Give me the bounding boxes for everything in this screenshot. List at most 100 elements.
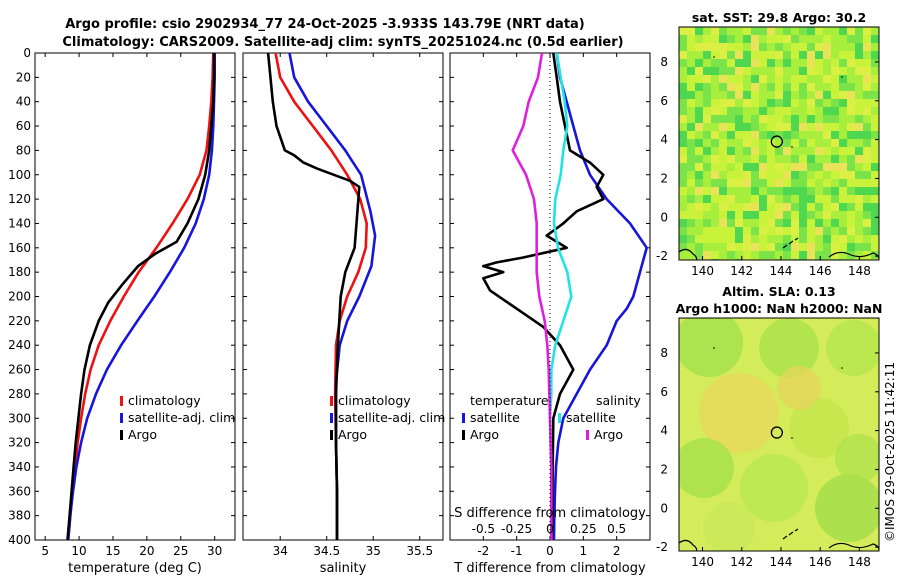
sst-cell (815, 91, 823, 99)
sst-cell (759, 43, 767, 51)
sst-cell (687, 59, 695, 67)
sst-cell (783, 99, 791, 107)
sst-cell (751, 163, 759, 171)
sst-cell (823, 67, 831, 75)
island (713, 56, 715, 58)
sst-cell (815, 115, 823, 123)
s-tick-label: -0.25 (501, 522, 532, 536)
sst-cell (703, 75, 711, 83)
sst-cell (799, 235, 807, 243)
sst-cell (775, 123, 783, 131)
x-axis-label: salinity (320, 561, 367, 576)
x-tick-label: 142 (730, 555, 753, 569)
sst-cell (823, 27, 831, 35)
sst-cell (783, 115, 791, 123)
y-tick-label: 300 (8, 411, 31, 425)
sst-cell (759, 251, 767, 259)
sst-cell (735, 139, 743, 147)
sst-cell (751, 131, 759, 139)
sst-cell (767, 179, 775, 187)
sst-cell (719, 131, 727, 139)
sst-cell (687, 83, 695, 91)
sst-cell (703, 83, 711, 91)
sst-cell (743, 179, 751, 187)
sst-cell (711, 35, 719, 43)
sst-cell (687, 251, 695, 259)
sst-cell (783, 187, 791, 195)
sst-cell (735, 155, 743, 163)
sst-cell (767, 147, 775, 155)
legend-label: satellite (470, 410, 520, 425)
sst-cell (791, 43, 799, 51)
y-tick-label: 120 (8, 192, 31, 206)
sst-cell (871, 155, 879, 163)
sst-cell (847, 235, 855, 243)
sst-cell (791, 219, 799, 227)
sst-cell (719, 243, 727, 251)
sst-cell (815, 235, 823, 243)
sst-cell (751, 147, 759, 155)
sst-cell (767, 67, 775, 75)
sst-cell (863, 123, 871, 131)
sst-cell (759, 51, 767, 59)
x-tick-label: 140 (691, 555, 714, 569)
sst-cell (807, 219, 815, 227)
sst-cell (695, 235, 703, 243)
sst-cell (791, 67, 799, 75)
sst-cell (751, 179, 759, 187)
sst-cell (775, 155, 783, 163)
sst-cell (839, 171, 847, 179)
sst-cell (831, 147, 839, 155)
sst-cell (847, 43, 855, 51)
sst-cell (783, 251, 791, 259)
sst-cell (823, 35, 831, 43)
sst-cell (767, 195, 775, 203)
sst-cell (807, 251, 815, 259)
sst-cell (847, 163, 855, 171)
legend-swatch (120, 430, 123, 440)
sst-cell (759, 243, 767, 251)
sst-cell (687, 67, 695, 75)
sst-cell (759, 83, 767, 91)
sst-cell (679, 139, 687, 147)
sst-cell (703, 35, 711, 43)
sst-cell (871, 75, 879, 83)
sst-cell (775, 219, 783, 227)
sst-cell (759, 163, 767, 171)
sst-cell (759, 203, 767, 211)
sst-cell (679, 75, 687, 83)
sst-cell (799, 187, 807, 195)
sst-cell (767, 211, 775, 219)
sst-cell (743, 187, 751, 195)
sst-cell (831, 99, 839, 107)
sst-cell (719, 35, 727, 43)
sst-cell (687, 155, 695, 163)
sst-map-panel: 140 142 144 146 148 -2 0 2 4 6 8 (656, 26, 880, 278)
sst-cell (823, 115, 831, 123)
sst-cell (791, 27, 799, 35)
sst-cell (679, 187, 687, 195)
sst-cell (767, 59, 775, 67)
sst-cell (863, 211, 871, 219)
sst-cell (815, 139, 823, 147)
s-tick-label: 0 (546, 522, 554, 536)
y-tick-label: 140 (8, 216, 31, 230)
sst-cell (727, 211, 735, 219)
sst-cell (679, 179, 687, 187)
sst-cell (783, 59, 791, 67)
sst-cell (823, 227, 831, 235)
sst-cell (711, 115, 719, 123)
sst-cell (823, 43, 831, 51)
sst-cell (831, 67, 839, 75)
series-line-argo (66, 53, 216, 540)
sst-cell (743, 243, 751, 251)
sst-cell (863, 227, 871, 235)
sst-cell (759, 187, 767, 195)
sst-cell (871, 147, 879, 155)
sst-cell (751, 155, 759, 163)
sst-cell (847, 203, 855, 211)
sst-cell (679, 163, 687, 171)
sst-cell (855, 219, 863, 227)
sst-cell (703, 171, 711, 179)
sst-cell (695, 147, 703, 155)
